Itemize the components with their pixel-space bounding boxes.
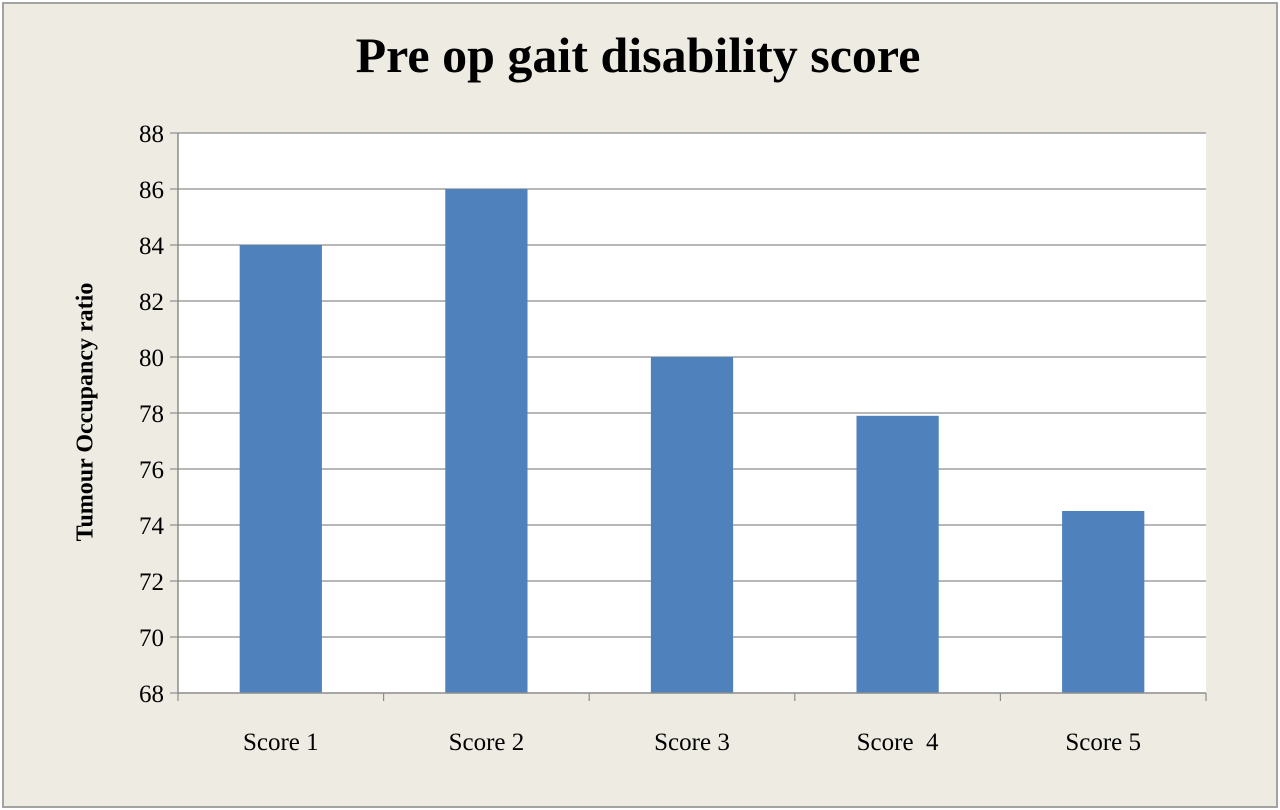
y-tick-labels: 68 70 72 74 76 78 80 82 84 86 88 <box>139 121 178 708</box>
x-tick-label: Score 1 <box>243 729 319 756</box>
y-tick-label: 74 <box>139 513 165 540</box>
bar <box>650 357 734 693</box>
y-tick-label: 72 <box>139 569 164 596</box>
bar <box>856 415 939 693</box>
y-tick-label: 88 <box>139 121 164 148</box>
y-tick-label: 78 <box>139 401 164 428</box>
y-tick-label: 80 <box>139 345 164 372</box>
bar <box>1062 511 1145 693</box>
y-tick-label: 82 <box>139 289 164 316</box>
x-tick-label: Score 3 <box>654 729 730 756</box>
y-tick-label: 68 <box>139 681 164 708</box>
bars <box>239 189 1145 693</box>
bar <box>445 189 528 693</box>
x-tick-label: Score 4 <box>857 729 939 756</box>
bar <box>239 245 322 693</box>
y-tick-label: 84 <box>139 233 165 260</box>
chart-title: Pre op gait disability score <box>355 27 921 83</box>
x-tick-label: Score 2 <box>449 729 525 756</box>
y-tick-label: 70 <box>139 625 164 652</box>
x-tick-labels: Score 1 Score 2 Score 3 Score 4 Score 5 <box>177 693 1207 756</box>
y-tick-label: 86 <box>139 177 164 204</box>
x-tick-label: Score 5 <box>1065 729 1141 756</box>
y-tick-label: 76 <box>139 457 164 484</box>
